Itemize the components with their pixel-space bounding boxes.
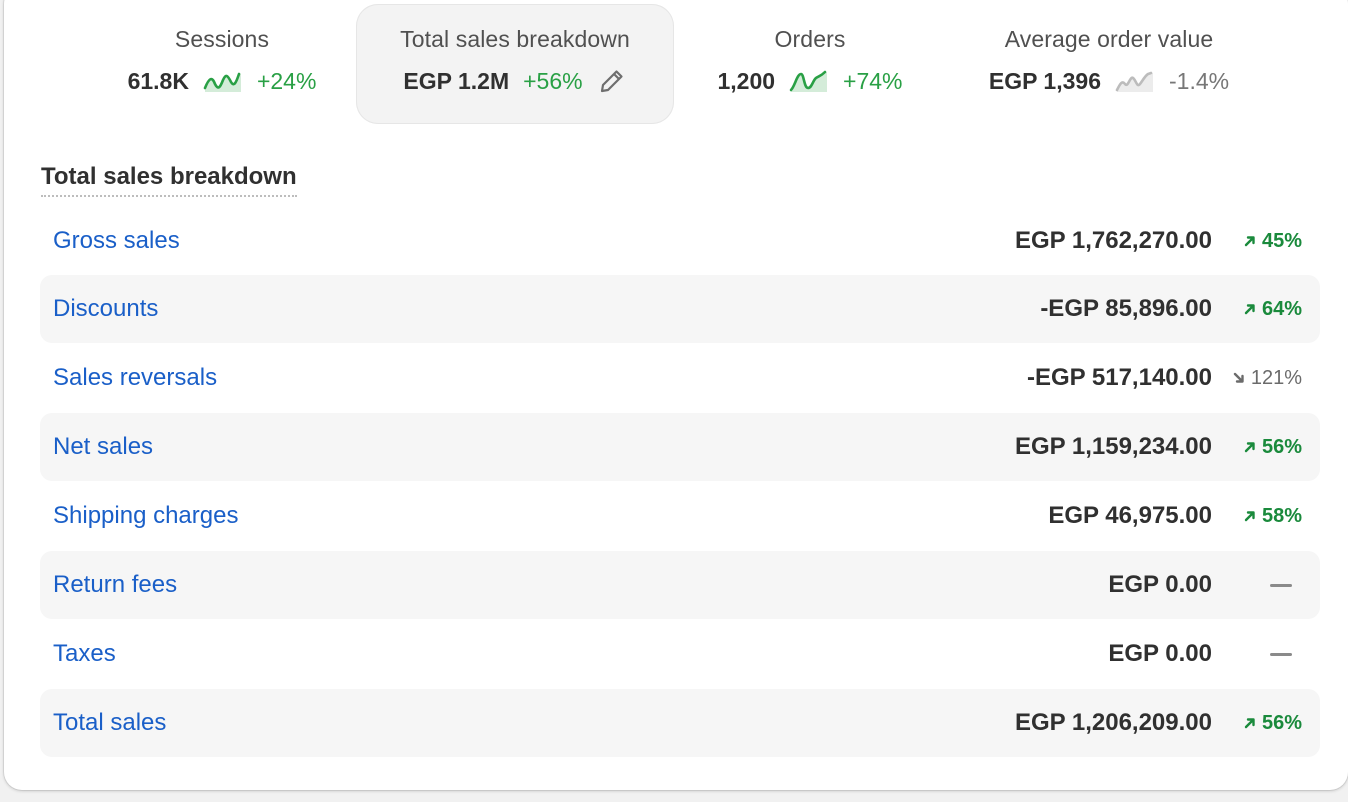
- metric-value: 1,200: [717, 67, 776, 94]
- breakdown-row-discounts: Discounts -EGP 85,896.00 64%: [40, 275, 1320, 343]
- arrow-down-right-icon: [1233, 372, 1244, 383]
- arrow-up-right-icon: [1244, 511, 1255, 522]
- row-change: 56%: [1218, 689, 1302, 757]
- metric-sessions[interactable]: Sessions 61.8K +24%: [102, 4, 342, 124]
- row-label-link[interactable]: Return fees: [53, 571, 178, 598]
- no-change-dash-icon: [1270, 653, 1292, 656]
- metric-label: Total sales breakdown: [400, 26, 630, 52]
- row-value: EGP 1,159,234.00: [1014, 433, 1212, 460]
- sparkline-icon: [203, 72, 241, 92]
- row-change: 58%: [1218, 482, 1302, 550]
- row-value: EGP 1,762,270.00: [1014, 227, 1212, 254]
- row-value: -EGP 85,896.00: [1040, 295, 1212, 322]
- row-label-link[interactable]: Sales reversals: [53, 364, 218, 391]
- sparkline-icon: [1115, 71, 1153, 92]
- metric-orders[interactable]: Orders 1,200 +74%: [692, 4, 928, 124]
- section-title[interactable]: Total sales breakdown: [41, 163, 297, 197]
- arrow-up-right-icon: [1244, 718, 1255, 729]
- row-change-value: 58%: [1261, 504, 1302, 527]
- row-label-link[interactable]: Total sales: [53, 709, 167, 736]
- metric-value: EGP 1,396: [988, 67, 1101, 94]
- no-change-dash-icon: [1270, 584, 1292, 587]
- breakdown-row-taxes: Taxes EGP 0.00: [40, 620, 1320, 688]
- row-value: EGP 0.00: [1108, 640, 1212, 667]
- metric-value: 61.8K: [127, 67, 189, 94]
- row-value: -EGP 517,140.00: [1026, 364, 1212, 391]
- metric-label: Sessions: [174, 26, 270, 52]
- metric-label: Orders: [774, 26, 846, 52]
- row-change-value: 121%: [1250, 366, 1302, 389]
- breakdown-row-gross-sales: Gross sales EGP 1,762,270.00 45%: [40, 207, 1320, 275]
- row-value: EGP 1,206,209.00: [1014, 709, 1212, 736]
- breakdown-row-sales-reversals: Sales reversals -EGP 517,140.00 121%: [40, 344, 1320, 412]
- sparkline-icon: [789, 70, 828, 92]
- row-value: EGP 0.00: [1108, 571, 1212, 598]
- row-change-value: 56%: [1261, 435, 1302, 458]
- metric-delta: +74%: [843, 67, 903, 94]
- row-change: 121%: [1218, 344, 1302, 412]
- metric-label: Average order value: [1004, 26, 1214, 52]
- row-change: 45%: [1218, 207, 1302, 275]
- arrow-up-right-icon: [1244, 304, 1255, 315]
- metric-value: EGP 1.2M: [403, 67, 510, 94]
- metric-average-order-value[interactable]: Average order value EGP 1,396 -1.4%: [948, 4, 1270, 124]
- metric-total-sales[interactable]: Total sales breakdown EGP 1.2M +56%: [356, 4, 674, 124]
- metric-delta: -1.4%: [1169, 67, 1230, 94]
- breakdown-row-total-sales: Total sales EGP 1,206,209.00 56%: [40, 689, 1320, 757]
- row-label-link[interactable]: Taxes: [53, 640, 116, 667]
- row-change: 64%: [1218, 275, 1302, 343]
- row-value: EGP 46,975.00: [1048, 502, 1212, 529]
- metric-delta: +56%: [523, 67, 583, 94]
- breakdown-row-shipping-charges: Shipping charges EGP 46,975.00 58%: [40, 482, 1320, 550]
- row-label-link[interactable]: Shipping charges: [53, 502, 239, 529]
- row-change-value: 45%: [1261, 229, 1302, 252]
- pencil-icon[interactable]: [597, 66, 627, 96]
- row-label-link[interactable]: Gross sales: [53, 227, 180, 254]
- row-label-link[interactable]: Net sales: [53, 433, 154, 460]
- sales-breakdown-card: Sessions 61.8K +24% Total sales breakdow…: [4, 0, 1348, 790]
- breakdown-row-net-sales: Net sales EGP 1,159,234.00 56%: [40, 413, 1320, 481]
- metric-delta: +24%: [256, 67, 317, 94]
- row-label-link[interactable]: Discounts: [53, 295, 159, 322]
- arrow-up-right-icon: [1244, 236, 1255, 247]
- row-change-value: 56%: [1261, 711, 1302, 734]
- arrow-up-right-icon: [1244, 442, 1255, 453]
- breakdown-row-return-fees: Return fees EGP 0.00: [40, 551, 1320, 619]
- row-change-value: 64%: [1261, 297, 1302, 320]
- row-change: 56%: [1218, 413, 1302, 481]
